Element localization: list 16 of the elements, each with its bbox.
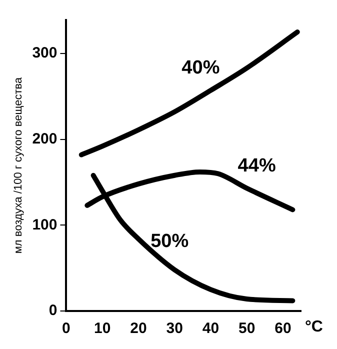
x-tick-label: 10 — [94, 320, 111, 338]
x-tick-label: 50 — [238, 320, 256, 338]
series-label: 40% — [182, 58, 220, 79]
y-axis-title: мл воздуха /100 г сухого вещества — [12, 76, 25, 254]
x-tick-label: 30 — [166, 320, 183, 338]
x-tick-label: 0 — [62, 320, 70, 338]
y-tick-label: 300 — [32, 44, 58, 62]
x-tick-label: 60 — [274, 320, 292, 338]
series-label: 50% — [150, 231, 189, 252]
series-label: 44% — [238, 155, 276, 176]
y-tick-label: 200 — [32, 130, 58, 148]
y-tick-label: 0 — [48, 302, 58, 320]
x-tick-label: 40 — [202, 320, 220, 338]
y-tick-label: 100 — [32, 216, 58, 234]
x-axis-title: °C — [305, 318, 324, 336]
x-tick-label: 20 — [130, 320, 147, 338]
